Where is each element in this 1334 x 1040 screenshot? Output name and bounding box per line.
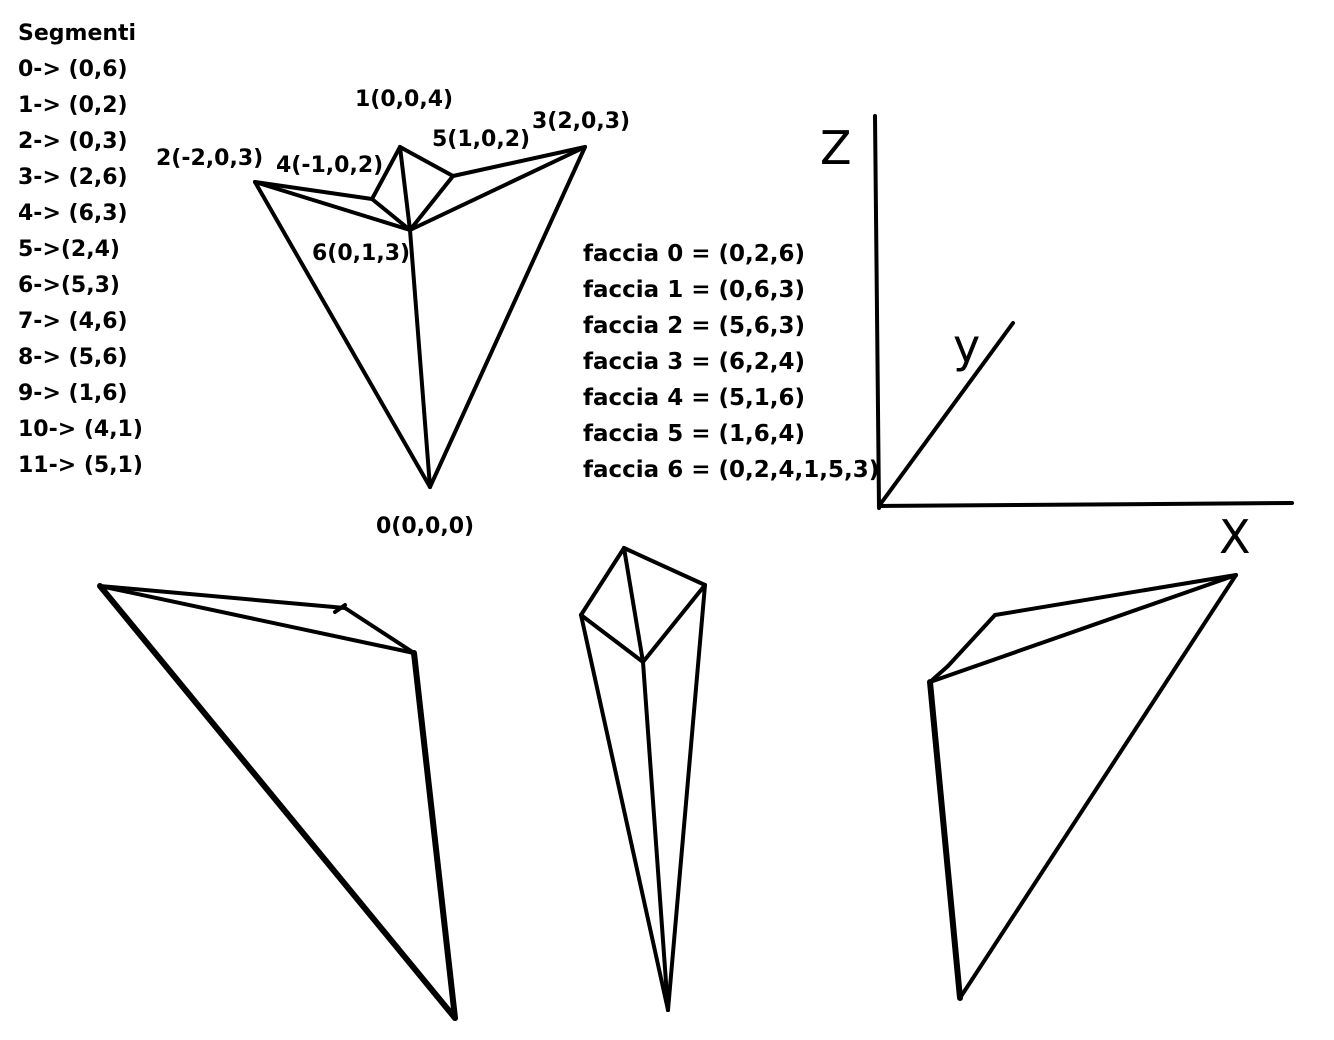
main-polyhedron [253,145,587,489]
edge-4-6 [370,197,412,232]
y-axis-label: y [953,319,980,373]
x-axis-label: X [1219,510,1251,564]
face-item: faccia 0 = (0,2,6) [583,241,805,267]
edge-5-1 [398,145,455,178]
side-view-left-edge [98,584,416,655]
vertex-label-1: 1(0,0,4) [355,87,453,112]
face-item: faccia 6 = (0,2,4,1,5,3) [583,457,879,483]
side-view-middle-edge [641,660,670,1012]
edge-2-4 [253,180,374,201]
side-view-middle-edge [641,583,707,664]
y-axis [877,321,1015,508]
x-axis [877,501,1294,508]
side-view-right-edge [927,679,963,1001]
segment-item: 10-> (4,1) [18,417,143,442]
vertex-label-6: 6(0,1,3) [312,241,410,266]
edge-6-3 [408,145,587,232]
side-view-middle-edge [579,613,670,1012]
side-view-left-edge [333,603,347,614]
vertex-label-5: 5(1,0,2) [432,127,530,152]
vertex-label-2: 2(-2,0,3) [156,146,263,171]
side-view-right [927,573,1238,1001]
edge-0-3 [428,145,587,489]
vertex-label-3: 3(2,0,3) [532,109,630,134]
segment-item: 1-> (0,2) [18,93,128,118]
z-axis-label: Z [820,121,852,175]
segment-item: 6->(5,3) [18,273,120,298]
side-view-right-edge [928,573,1238,684]
side-view-middle-edge [622,546,645,664]
side-view-middle-edge [622,546,707,587]
edge-4-1 [370,145,402,201]
segment-item: 0-> (0,6) [18,57,128,82]
side-view-left [97,583,458,1021]
face-item: faccia 4 = (5,1,6) [583,385,805,411]
edge-0-6 [408,228,432,489]
segment-item: 2-> (0,3) [18,129,128,154]
side-view-left-edge [343,606,416,655]
face-list: faccia 0 = (0,2,6) faccia 1 = (0,6,3) fa… [583,241,879,483]
side-view-right-edge [993,573,1238,617]
edge-5-6 [408,174,455,232]
vertex-label-4: 4(-1,0,2) [276,153,383,178]
side-view-right-edge [946,613,997,668]
face-item: faccia 1 = (0,6,3) [583,277,805,303]
segment-item: 8-> (5,6) [18,345,128,370]
segment-list: Segmenti 0-> (0,6) 1-> (0,2) 2-> (0,3) 3… [18,21,143,478]
segment-item: 9-> (1,6) [18,381,128,406]
side-view-right-edge [928,664,950,684]
edge-5-3 [451,145,587,178]
face-item: faccia 3 = (6,2,4) [583,349,805,375]
z-axis [873,114,881,510]
edge-0-2 [253,180,432,489]
side-view-middle-edge [666,583,707,1012]
face-item: faccia 5 = (1,6,4) [583,421,805,447]
vertex-label-0: 0(0,0,0) [376,514,474,539]
side-view-middle [579,546,707,1012]
edge-2-6 [253,180,412,232]
side-view-left-edge [411,650,458,1021]
vertex-labels: 1(0,0,4) 3(2,0,3) 5(1,0,2) 2(-2,0,3) 4(-… [156,87,630,539]
edge-1-6 [398,145,412,232]
segment-item: 11-> (5,1) [18,453,143,478]
side-view-middle-edge [579,613,645,664]
side-view-middle-edge [579,546,626,617]
segment-item: 7-> (4,6) [18,309,128,334]
axes: Z X y [820,114,1294,564]
segment-item: 4-> (6,3) [18,201,128,226]
segment-item: 5->(2,4) [18,237,120,262]
side-view-left-edge [98,584,347,610]
segment-list-title: Segmenti [18,21,136,46]
side-view-right-edge [958,573,1238,1000]
face-item: faccia 2 = (5,6,3) [583,313,805,339]
segment-item: 3-> (2,6) [18,165,128,190]
side-view-left-edge [97,583,458,1021]
